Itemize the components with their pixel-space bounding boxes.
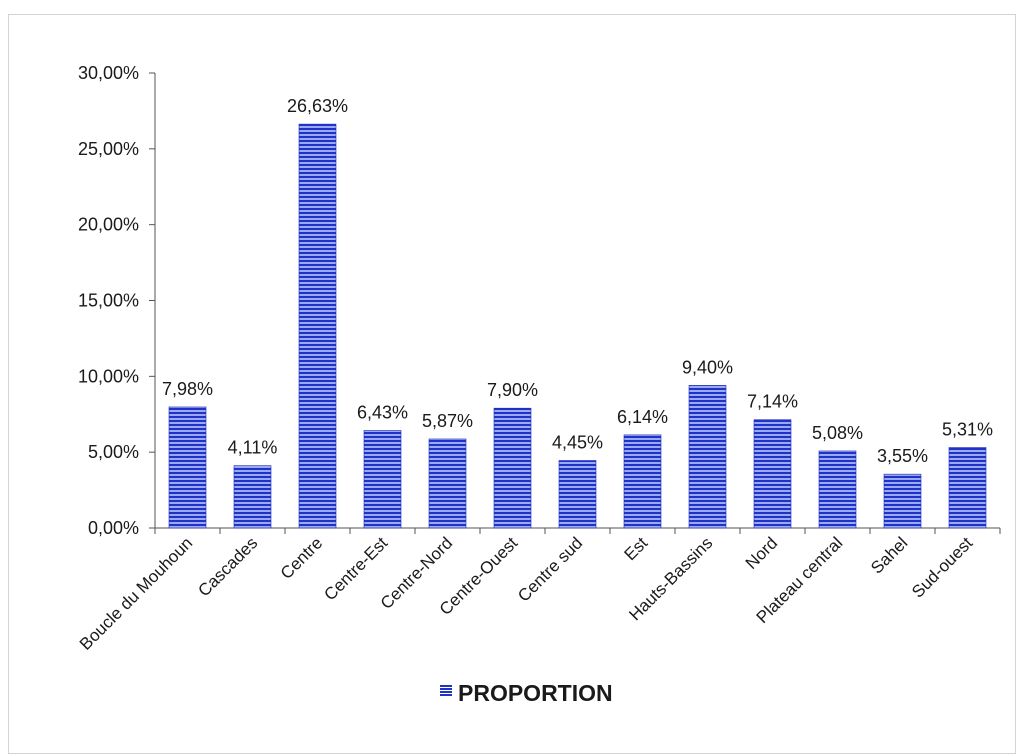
data-label: 7,90%	[487, 380, 538, 400]
bar-centre	[298, 123, 337, 529]
bar-chart: 0,00% 5,00% 10,00% 15,00% 20,00% 25,00% 30,00%…	[76, 63, 1001, 706]
y-tick-label: 25,00%	[78, 139, 139, 159]
legend-swatch	[440, 685, 452, 696]
bar-est	[623, 434, 662, 529]
x-tick-label: Centre-Est	[320, 533, 391, 604]
legend-label: PROPORTION	[458, 680, 613, 706]
y-tick-label: 5,00%	[88, 442, 139, 462]
bar-centre-ouest	[493, 407, 532, 529]
bar-centre-nord	[428, 438, 467, 529]
y-tick-label: 20,00%	[78, 215, 139, 235]
data-label: 26,63%	[287, 96, 348, 116]
labels: 0,00% 5,00% 10,00% 15,00% 20,00% 25,00% 30,00%…	[76, 63, 993, 654]
data-label: 4,45%	[552, 433, 603, 453]
x-tick-label: Sud-ouest	[908, 533, 976, 601]
x-tick-label: Centre	[277, 533, 327, 583]
bar-boucle-du-mouhoun	[168, 406, 207, 529]
legend: PROPORTION	[440, 680, 613, 706]
data-label: 4,11%	[228, 438, 278, 458]
chart-frame	[8, 14, 1016, 754]
bar-hauts-bassins	[688, 385, 727, 529]
x-tick-label: Boucle du Mouhoun	[76, 533, 196, 653]
y-tick-label: 10,00%	[78, 366, 139, 386]
bar-sahel	[883, 473, 922, 529]
bar-sud-ouest	[948, 447, 987, 529]
bar-centre-sud	[558, 460, 597, 529]
bar-plateau-central	[818, 450, 857, 529]
data-label: 5,31%	[942, 419, 993, 439]
y-tick-label: 30,00%	[78, 63, 139, 83]
x-tick-label: Nord	[742, 533, 781, 572]
data-label: 9,40%	[682, 357, 733, 377]
y-tick-label: 0,00%	[88, 518, 139, 538]
bars	[168, 123, 987, 529]
x-tick-label: Centre sud	[514, 533, 586, 605]
data-label: 7,98%	[162, 379, 213, 399]
y-tick-label: 15,00%	[78, 291, 139, 311]
x-tick-label: Cascades	[194, 533, 261, 600]
data-label: 5,08%	[812, 423, 863, 443]
bar-centre-est	[363, 430, 402, 529]
data-label: 3,55%	[877, 446, 928, 466]
x-tick-label: Est	[621, 533, 652, 564]
data-label: 5,87%	[422, 411, 473, 431]
x-tick-label: Sahel	[867, 533, 911, 577]
data-label: 7,14%	[747, 392, 798, 412]
bar-nord	[753, 419, 792, 529]
data-label: 6,43%	[357, 402, 408, 422]
data-label: 6,14%	[617, 407, 668, 427]
bar-cascades	[233, 465, 272, 529]
